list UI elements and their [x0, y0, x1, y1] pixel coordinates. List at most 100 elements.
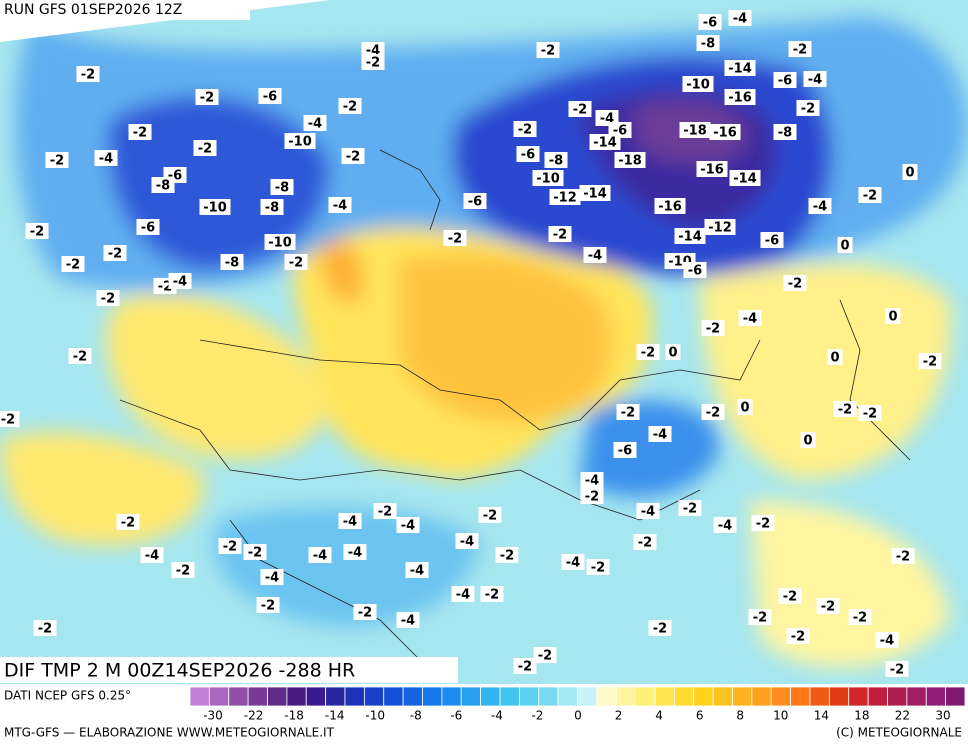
color-box: [363, 686, 385, 707]
colorbar-label: -14: [325, 709, 345, 723]
field-title-bg: [0, 657, 458, 683]
contour-label: -2: [853, 611, 867, 626]
color-box: [499, 686, 520, 707]
contour-label: -2: [176, 564, 190, 579]
contour-label: -2: [66, 258, 80, 273]
label-bg: [580, 472, 604, 488]
contour-label: -2: [518, 123, 532, 138]
contour-label: 0: [803, 434, 812, 449]
contour-label: -6: [688, 264, 702, 279]
label-bg: [724, 89, 756, 105]
contour-label: -4: [348, 546, 362, 561]
label-bg: [891, 548, 915, 564]
label-bg: [709, 124, 741, 140]
contour-label: -4: [265, 571, 279, 586]
label-bg: [341, 148, 365, 164]
label-bg: [451, 586, 475, 602]
label-bg: [116, 514, 140, 530]
label-bg: [544, 152, 568, 168]
label-bg: [586, 559, 610, 575]
label-bg: [193, 140, 217, 156]
label-bg: [698, 14, 722, 30]
label-bg: [648, 620, 672, 636]
contour-label: 0: [830, 351, 839, 366]
contour-label: -2: [358, 606, 372, 621]
label-bg: [616, 404, 640, 420]
contour-label: -4: [145, 549, 159, 564]
label-bg: [361, 54, 385, 70]
contour-label: -4: [743, 312, 757, 327]
label-bg: [788, 41, 812, 57]
contour-label: -2: [801, 102, 815, 117]
contour-label: -2: [890, 663, 904, 678]
label-bg: [833, 401, 857, 417]
contour-label: -4: [653, 428, 667, 443]
color-box: [383, 686, 404, 707]
contour-label: -2: [638, 536, 652, 551]
contour-label: 0: [905, 166, 914, 181]
label-bg: [33, 620, 57, 636]
label-bg: [679, 122, 711, 138]
label-bg: [373, 503, 397, 519]
contour-label: -2: [378, 505, 392, 520]
color-box: [480, 686, 501, 707]
label-bg: [696, 161, 728, 177]
label-bg: [495, 547, 519, 563]
label-bg: [76, 66, 100, 82]
contour-label: -6: [778, 74, 792, 89]
contour-label: -8: [778, 126, 792, 141]
contour-label: -2: [30, 225, 44, 240]
contour-label: -2: [683, 502, 697, 517]
contour-label: -18: [618, 154, 642, 169]
label-bg: [636, 344, 660, 360]
contour-label: -10: [536, 172, 560, 187]
label-bg: [724, 60, 756, 76]
label-bg: [284, 133, 316, 149]
contour-label: -2: [706, 406, 720, 421]
label-bg: [875, 632, 899, 648]
color-box: [518, 686, 540, 707]
label-bg: [353, 604, 377, 620]
label-bg: [199, 199, 231, 215]
label-bg: [803, 71, 827, 87]
contour-label: -2: [101, 292, 115, 307]
label-bg: [328, 197, 352, 213]
contour-label: -4: [585, 474, 599, 489]
color-box: [867, 686, 888, 707]
colorbar-label: 2: [615, 709, 623, 723]
colorbar-label: 18: [854, 709, 869, 723]
color-box: [344, 686, 365, 707]
label-bg: [636, 503, 660, 519]
label-bg: [220, 254, 244, 270]
contour-label: -2: [485, 588, 499, 603]
legend-source: DATI NCEP GFS 0.25°: [4, 689, 131, 703]
label-bg: [68, 348, 92, 364]
label-bg: [827, 349, 843, 365]
label-bg: [589, 134, 621, 150]
contour-label: -10: [288, 135, 312, 150]
colorbar-label: 4: [655, 709, 663, 723]
color-box: [402, 686, 423, 707]
color-box: [751, 686, 772, 707]
contour-label: -2: [585, 490, 599, 505]
contour-label: -4: [880, 634, 894, 649]
label-bg: [128, 124, 152, 140]
contour-label: -2: [788, 277, 802, 292]
colorbar-label: 22: [895, 709, 910, 723]
label-bg: [443, 230, 467, 246]
contour-label: 0: [740, 401, 749, 416]
label-bg: [704, 219, 736, 235]
contour-label: -2: [553, 228, 567, 243]
label-bg: [260, 569, 284, 585]
contour-label: -4: [588, 249, 602, 264]
run-title: RUN GFS 01SEP2026 12Z: [4, 2, 182, 18]
contour-label: -2: [73, 350, 87, 365]
label-bg: [338, 513, 362, 529]
label-bg: [713, 517, 737, 533]
contour-label: -4: [808, 73, 822, 88]
color-box: [325, 686, 346, 707]
label-bg: [773, 72, 797, 88]
contour-label: -8: [701, 37, 715, 52]
contour-label: -2: [108, 247, 122, 262]
contour-label: -8: [549, 154, 563, 169]
